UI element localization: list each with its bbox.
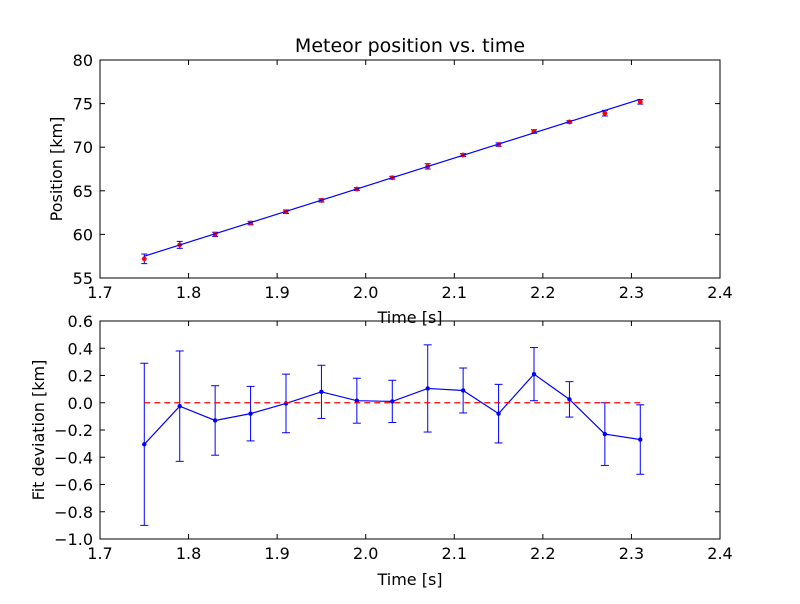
position-x-tick-label: 1.8 (176, 283, 201, 302)
position-x-axis-label: Time [s] (376, 308, 442, 327)
position-plot: Meteor position vs. time 1.7 1.8 1.9 2.0 2.1… (47, 35, 733, 327)
deviation-y-tick-label: 0.0 (68, 394, 93, 413)
fit-line (144, 98, 641, 257)
position-x-tick-label: 2.1 (442, 283, 467, 302)
chart-title: Meteor position vs. time (295, 35, 525, 57)
position-x-tick-label: 2.4 (707, 283, 732, 302)
position-data-point (602, 110, 608, 116)
deviation-x-tick-label: 1.9 (264, 544, 289, 563)
deviation-x-tick-label: 2.2 (530, 544, 555, 563)
deviation-data-point (602, 431, 608, 437)
deviation-data-point (496, 411, 501, 416)
deviation-data-point (248, 411, 253, 416)
deviation-data-point (567, 397, 572, 402)
deviation-plot-frame (99, 320, 721, 540)
deviation-x-tick-label: 2.3 (619, 544, 644, 563)
deviation-y-tick-label: 0.4 (68, 339, 93, 358)
deviation-y-tick-label: −0.6 (54, 476, 93, 495)
position-y-tick-label: 60 (73, 225, 93, 244)
deviation-x-tick-label: 2.4 (707, 544, 732, 563)
deviation-x-axis-label: Time [s] (376, 570, 442, 589)
deviation-y-tick-label: −0.8 (54, 503, 93, 522)
position-y-tick-label: 55 (73, 269, 93, 288)
position-data-point (141, 256, 147, 262)
position-x-tick-label: 2.2 (530, 283, 555, 302)
deviation-y-axis-label: Fit deviation [km] (29, 360, 48, 501)
deviation-data-point (531, 371, 537, 377)
position-y-tick-label: 75 (73, 95, 93, 114)
deviation-plot: 1.7 1.8 1.9 2.0 2.1 2.2 2.3 2.4 −1.0 −0.8 −0.6 −0.4… (29, 312, 733, 589)
position-y-axis-label: Position [km] (47, 117, 66, 222)
deviation-data-point (638, 437, 643, 442)
deviation-data-point (425, 386, 430, 391)
deviation-x-tick-label: 1.7 (87, 544, 112, 563)
deviation-data-point (283, 401, 289, 406)
position-y-tick-label: 65 (73, 182, 93, 201)
deviation-data-point (319, 389, 324, 395)
deviation-y-tick-label: −1.0 (54, 530, 93, 549)
deviation-x-tick-label: 2.1 (442, 544, 467, 563)
deviation-x-tick-label: 2.0 (353, 544, 378, 563)
deviation-data-point (460, 388, 466, 393)
deviation-data-point (390, 399, 395, 404)
position-y-tick-label: 70 (73, 138, 93, 157)
position-x-tick-label: 1.7 (87, 283, 112, 302)
deviation-data-point (354, 398, 360, 403)
deviation-x-tick-label: 1.8 (176, 544, 201, 563)
deviation-y-tick-label: 0.6 (68, 312, 93, 331)
deviation-y-tick-label: −0.4 (54, 448, 93, 467)
position-plot-frame (99, 59, 721, 279)
position-x-tick-label: 1.9 (264, 283, 289, 302)
deviation-y-tick-label: −0.2 (54, 421, 93, 440)
position-x-tick-label: 2.0 (353, 283, 378, 302)
deviation-data-point (212, 418, 218, 423)
deviation-data-point (142, 442, 147, 447)
position-y-tick-label: 80 (73, 51, 93, 70)
deviation-data-point (177, 403, 182, 409)
position-x-tick-label: 2.3 (619, 283, 644, 302)
deviation-y-tick-label: 0.2 (68, 367, 93, 386)
